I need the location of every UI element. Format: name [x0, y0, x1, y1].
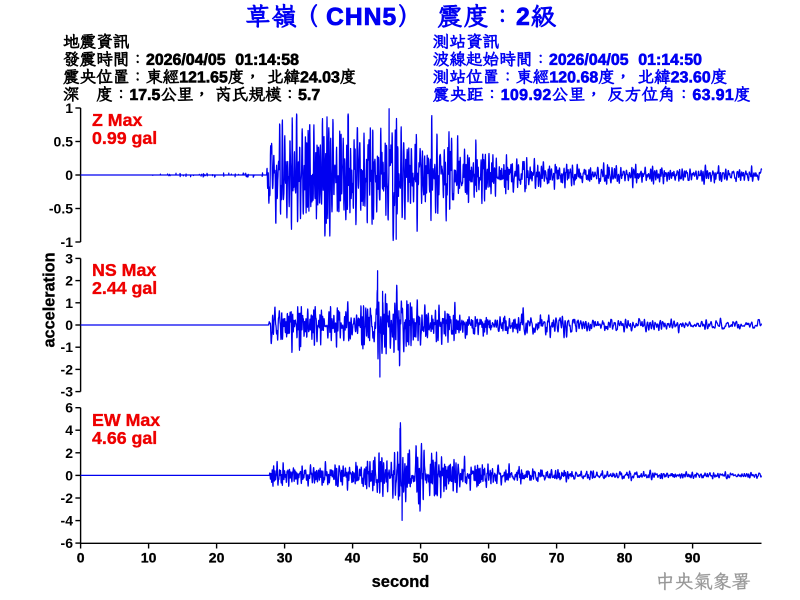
svg-text:2: 2 [65, 445, 73, 461]
svg-text:0.5: 0.5 [54, 134, 74, 150]
svg-text:2.44 gal: 2.44 gal [92, 278, 157, 298]
svg-text:NS Max: NS Max [92, 260, 156, 280]
svg-text:0: 0 [77, 550, 85, 566]
svg-text:-2: -2 [61, 361, 74, 377]
svg-text:10: 10 [141, 550, 157, 566]
svg-text:0: 0 [65, 317, 73, 333]
svg-text:-2: -2 [61, 490, 74, 506]
svg-text:40: 40 [345, 550, 361, 566]
svg-text:-4: -4 [61, 513, 74, 529]
svg-text:70: 70 [549, 550, 565, 566]
svg-text:second: second [372, 573, 430, 591]
svg-text:20: 20 [209, 550, 225, 566]
svg-text:0: 0 [65, 167, 73, 183]
svg-text:-6: -6 [61, 535, 74, 551]
svg-text:80: 80 [617, 550, 633, 566]
svg-text:60: 60 [481, 550, 497, 566]
svg-text:-1: -1 [61, 339, 74, 355]
svg-text:4: 4 [65, 422, 73, 438]
svg-text:EW Max: EW Max [92, 410, 160, 430]
svg-text:2: 2 [65, 273, 73, 289]
svg-text:Z Max: Z Max [92, 110, 143, 130]
svg-text:acceleration: acceleration [41, 252, 59, 347]
svg-text:90: 90 [685, 550, 701, 566]
svg-text:50: 50 [413, 550, 429, 566]
svg-text:-0.5: -0.5 [49, 201, 73, 217]
svg-text:-1: -1 [61, 234, 74, 250]
svg-text:30: 30 [277, 550, 293, 566]
svg-text:1: 1 [65, 100, 73, 116]
svg-text:6: 6 [65, 400, 73, 416]
svg-text:4.66 gal: 4.66 gal [92, 428, 157, 448]
svg-text:0: 0 [65, 467, 73, 483]
svg-text:-3: -3 [61, 384, 74, 400]
svg-text:1: 1 [65, 295, 73, 311]
svg-text:3: 3 [65, 250, 73, 266]
svg-text:0.99 gal: 0.99 gal [92, 128, 157, 148]
